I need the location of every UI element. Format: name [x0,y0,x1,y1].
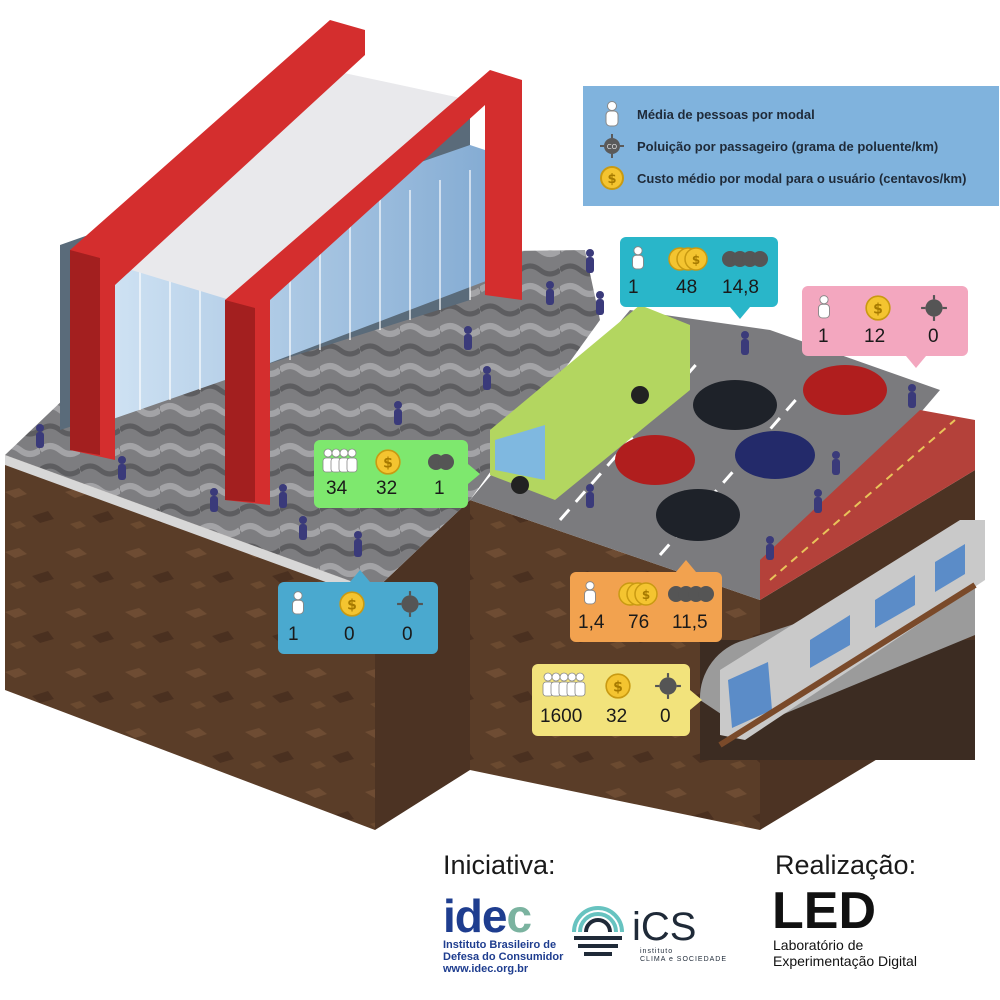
card-bus-pollution: 1 [434,478,445,499]
card-bus-car-single-persons: 1 [628,277,639,298]
metro-train [718,520,985,748]
card-walking-cost: 0 [344,624,355,645]
idec-line1: Instituto Brasileiro de [443,939,557,951]
legend-item-cost: $ Custo médio por modal para o usuário (… [599,162,966,194]
legend-item-persons: Média de pessoas por modal [599,98,815,130]
coin-icon: $ [599,165,625,191]
svg-text:$: $ [642,588,650,602]
card-motorcycle: $ 1 12 0 [802,286,968,356]
led-tagline: Laboratório de Experimentação Digital [773,937,917,969]
bus [490,305,690,500]
person-icon [814,294,834,325]
ground-block-left-front [5,455,375,830]
card-bus-car-single-cost: 48 [676,277,698,298]
pollution-icon [666,580,718,613]
svg-text:CO: CO [607,143,618,151]
bike-lane [760,410,975,600]
card-bus: $ 34 32 1 [314,440,468,508]
person-icon [599,101,625,127]
idec-wordmark: ide [443,890,507,942]
card-car-persons: 1,4 [578,612,605,633]
led-line2: Experimentação Digital [773,953,917,969]
card-car-cost: 76 [628,612,650,633]
svg-text:$: $ [613,679,623,695]
pollution-icon: CO [599,133,625,159]
pollution-icon [720,245,772,278]
idec-line3: www.idec.org.br [443,963,529,975]
pedestrians [36,249,916,560]
coin-icon: $ [374,448,402,481]
card-walking-pollution: 0 [402,624,413,645]
card-car: $ 1,4 76 11,5 [570,572,722,642]
legend-panel: Média de pessoas por modal CO Poluição p… [583,86,999,206]
led-wordmark: LED [772,882,876,940]
card-metro: $ 1600 32 0 [532,664,690,736]
ics-line1: instituto [640,948,674,955]
realization-label: Realização: [775,850,917,880]
card-motorcycle-pollution: 0 [928,326,939,347]
pollution-icon [654,672,682,705]
coin-icon: $ [864,294,892,327]
card-bus-car-single-pollution: 14,8 [722,277,759,298]
svg-text:$: $ [347,597,357,613]
idec-wordmark-c: c [506,890,532,942]
legend-label-pollution: Poluição por passageiro (grama de poluen… [637,138,939,154]
card-bus-persons: 34 [326,478,348,499]
card-metro-persons: 1600 [540,706,583,727]
card-bus-car-single: $ 1 48 14,8 [620,237,778,307]
card-walking: $ 1 0 0 [278,582,438,654]
coin-icon: $ [604,672,632,705]
card-motorcycle-persons: 1 [818,326,829,347]
person-icon [628,245,648,276]
legend-label-cost: Custo médio por modal para o usuário (ce… [637,170,967,186]
group-icon [540,672,588,703]
ics-wordmark: iCS [632,905,697,949]
led-line1: Laboratório de [773,937,864,953]
cars [615,365,887,541]
legend-item-pollution: CO Poluição por passageiro (grama de pol… [599,130,938,162]
pollution-icon [920,294,948,327]
coin-icon: $ [618,580,662,613]
idec-line2: Defesa do Consumidor [443,951,564,963]
svg-text:$: $ [873,301,883,317]
legend-label-persons: Média de pessoas por modal [637,106,815,122]
group-icon [320,448,358,479]
pollution-icon [424,448,460,481]
card-motorcycle-cost: 12 [864,326,886,347]
ics-line2: CLIMA e SOCIEDADE [640,956,728,963]
pollution-icon [396,590,424,623]
svg-text:$: $ [383,455,393,471]
person-icon [288,590,308,621]
card-bus-cost: 32 [376,478,398,499]
idec-logo: idec Instituto Brasileiro de Defesa do C… [443,893,563,975]
coin-icon: $ [668,245,708,278]
person-icon [580,580,600,611]
card-walking-persons: 1 [288,624,299,645]
card-car-pollution: 11,5 [672,612,708,633]
svg-text:$: $ [607,172,616,187]
ics-symbol-icon [572,906,624,956]
ics-tagline: instituto CLIMA e SOCIEDADE [640,948,727,964]
card-metro-cost: 32 [606,706,628,727]
coin-icon: $ [338,590,366,623]
svg-text:$: $ [692,253,700,267]
building [60,20,522,505]
initiative-label: Iniciativa: [443,850,556,880]
card-metro-pollution: 0 [660,706,671,727]
